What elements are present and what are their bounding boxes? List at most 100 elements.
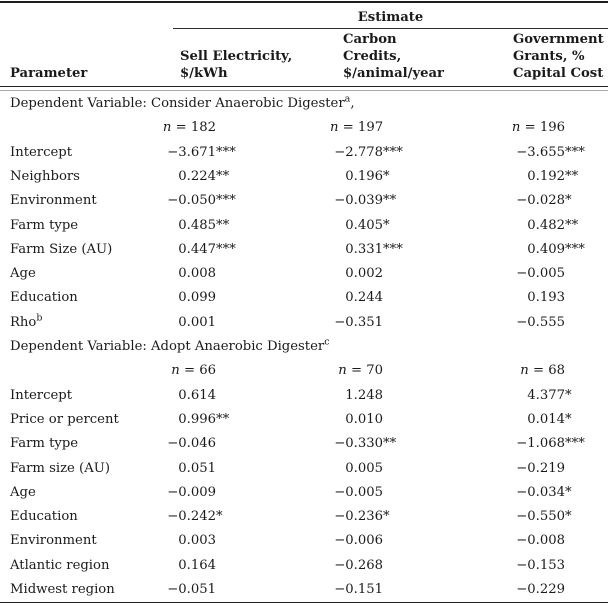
significance-stars: * [565,484,572,500]
row-label-text: Farm type [10,436,79,452]
estimate-value: −0.550 [516,509,565,525]
value-cell: −0.268 [330,553,500,577]
value-cell: 0.196* [330,164,500,188]
double-rule-light-line [0,86,608,92]
estimate-value: −0.034 [516,484,565,500]
estimate-value: −0.153 [516,557,565,573]
sample-size-cell: n = 197 [330,116,500,140]
column-header-government-grants: Government Grants, % Capital Cost [500,29,608,88]
estimate-value: −0.039 [334,193,383,209]
value-cell: 0.244 [330,286,500,310]
table-row: Neighbors 0.224** 0.196* 0.192** [0,164,608,188]
estimate-value: 0.196 [345,169,383,184]
row-label: Rhob [0,310,162,334]
value-cell: 0.614 [162,383,330,407]
row-label: Education [0,286,162,310]
estimate-value: 0.244 [345,290,383,306]
estimate-value: 0.014 [527,411,565,427]
estimate-value: 0.224 [178,169,216,184]
row-label-text: Environment [10,533,97,549]
significance-stars: ** [216,411,230,427]
row-label: Farm size (AU) [0,456,162,480]
estimate-value: 0.010 [345,411,383,427]
column-header-carbon-credits: Carbon Credits, $/animal/year [330,29,500,88]
section-title-row: Dependent Variable: Adopt Anaerobic Dige… [0,334,608,358]
sample-size: n = 70 [338,363,383,379]
estimate-value: −0.005 [516,266,565,282]
section-title-row: Dependent Variable: Consider Anaerobic D… [0,91,608,116]
table-row: Farm type 0.485** 0.405* 0.482** [0,213,608,237]
row-label-text: Age [10,484,36,500]
value-cell: 0.447*** [162,237,330,261]
value-cell: −0.229 [500,577,608,602]
row-label-text: Intercept [10,387,73,403]
estimate-value: −0.028 [516,193,565,209]
estimate-value: −1.068 [516,436,565,452]
value-cell: 0.192** [500,164,608,188]
table-row: Age −0.009 −0.005 −0.034* [0,480,608,504]
sample-size-cell: n = 70 [330,359,500,383]
estimate-value: 0.003 [178,533,216,549]
value-cell: −0.046 [162,432,330,456]
sample-size: n = 66 [171,363,216,379]
column-header-sell-electricity: Sell Electricity, $/kWh [162,29,330,88]
value-cell: 0.014* [500,407,608,431]
sample-size-cell: n = 66 [162,359,330,383]
row-label-text: Education [10,290,78,306]
estimate-value: −0.236 [334,509,383,525]
superscript-note: b [36,312,43,324]
significance-stars: ** [383,193,397,209]
row-label: Education [0,505,162,529]
estimate-value: 0.099 [178,290,216,306]
value-cell: −0.039** [330,189,500,213]
estimate-value: −0.268 [334,557,383,573]
sample-size: n = 68 [520,363,565,379]
value-cell: −0.050*** [162,189,330,213]
table-row: Environment −0.050*** −0.039** −0.028* [0,189,608,213]
value-cell: −0.034* [500,480,608,504]
estimate-value: 0.002 [345,266,383,282]
value-cell: −0.051 [162,577,330,602]
estimate-value: 0.614 [178,387,216,403]
estimate-value: −0.351 [334,314,383,330]
sample-size-cell: n = 68 [500,359,608,383]
estimate-value: 0.331 [345,241,383,257]
value-cell: 0.010 [330,407,500,431]
table-row: Rhob 0.001 −0.351 −0.555 [0,310,608,334]
significance-stars: *** [565,436,585,452]
row-label-text: Atlantic region [10,557,110,573]
value-cell: −0.009 [162,480,330,504]
value-cell: −0.550* [500,505,608,529]
value-cell: 0.405* [330,213,500,237]
row-label: Farm type [0,213,162,237]
value-cell: −0.219 [500,456,608,480]
significance-stars: *** [383,144,403,160]
value-cell: 0.005 [330,456,500,480]
row-label-text: Farm type [10,217,79,233]
column-header-parameter: Parameter [0,29,162,88]
significance-stars: * [565,411,572,427]
estimate-value: −0.050 [167,193,216,209]
value-cell: −0.008 [500,529,608,553]
table-row: Education 0.099 0.244 0.193 [0,286,608,310]
estimate-value: −0.229 [516,582,565,598]
row-label-text: Midwest region [10,582,115,598]
significance-stars: *** [383,241,403,257]
table-row: Intercept −3.671*** −2.778*** −3.655*** [0,140,608,164]
estimate-value: 0.001 [178,314,216,330]
row-label: Farm type [0,432,162,456]
estimate-value: −0.009 [167,484,216,500]
estimate-spanner-row: Estimate [0,2,608,29]
sample-size: n = 182 [162,120,216,136]
table-row: Environment 0.003 −0.006 −0.008 [0,529,608,553]
significance-stars: *** [216,241,236,257]
row-label-text: Intercept [10,144,73,160]
estimate-value: 1.248 [345,387,383,403]
row-label: Price or percent [0,407,162,431]
significance-stars: * [565,193,572,209]
estimate-value: −0.005 [334,484,383,500]
row-label-text: Education [10,509,78,525]
value-cell: 0.224** [162,164,330,188]
estimate-value: −0.555 [516,314,565,330]
